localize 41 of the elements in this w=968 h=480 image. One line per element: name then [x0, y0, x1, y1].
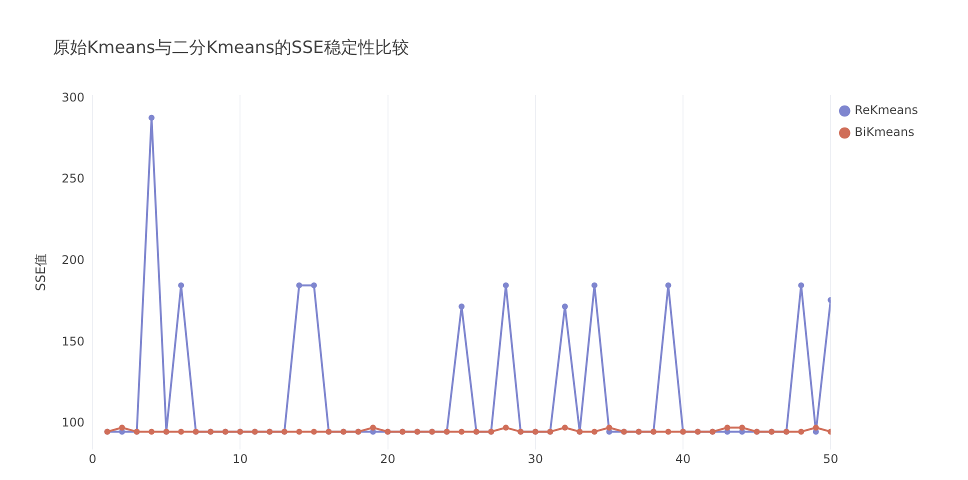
point [724, 424, 730, 431]
point [591, 428, 598, 435]
point [310, 282, 317, 288]
point [665, 282, 672, 288]
point [502, 282, 509, 288]
y-tick-label: 200 [62, 253, 85, 268]
point [502, 424, 509, 431]
x-tick-label: 20 [380, 452, 396, 466]
point [296, 428, 302, 435]
legend-label: ReKmeans [854, 103, 918, 118]
point [798, 428, 804, 435]
point [798, 282, 804, 288]
y-axis-title: SSE值 [34, 253, 50, 292]
x-tick-label: 0 [88, 452, 96, 466]
legend-label: BiKmeans [854, 125, 914, 140]
point [665, 428, 672, 435]
chart-title: 原始Kmeans与二分Kmeans的SSE稳定性比较 [53, 37, 409, 59]
y-tick-label: 300 [62, 90, 85, 104]
point [812, 424, 819, 431]
x-tick-label: 10 [232, 452, 248, 466]
point [562, 424, 568, 431]
point [458, 303, 465, 310]
y-tick-label: 150 [62, 334, 85, 348]
point [119, 424, 126, 431]
point [458, 428, 465, 435]
point [178, 282, 184, 288]
point [739, 424, 746, 431]
y-tick-label: 250 [62, 172, 85, 186]
point [310, 428, 317, 435]
y-tick-label: 100 [62, 416, 85, 430]
point [591, 282, 598, 288]
point [148, 114, 155, 121]
x-tick-label: 50 [823, 452, 838, 466]
point [296, 282, 302, 288]
point [606, 424, 612, 431]
x-tick-label: 40 [675, 452, 691, 466]
x-tick-label: 30 [528, 452, 544, 466]
point [178, 428, 184, 435]
point [148, 428, 155, 435]
point [370, 424, 376, 431]
point [562, 303, 568, 310]
